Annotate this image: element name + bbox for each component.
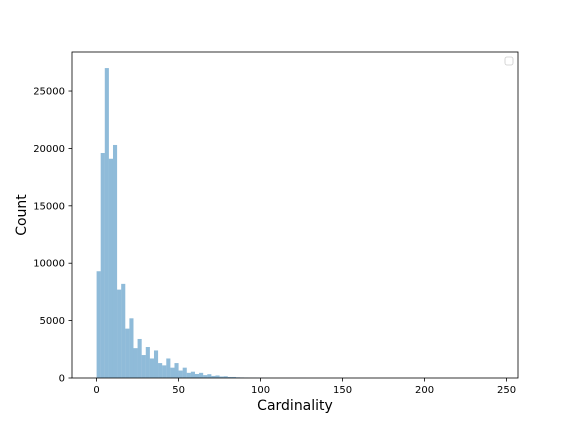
histogram-bar: [108, 158, 113, 378]
histogram-bar: [125, 328, 130, 378]
histogram-bar: [153, 350, 159, 378]
y-axis-ticks: 0 5000 10000 15000 20000 25000: [33, 87, 72, 385]
histogram-bar: [186, 372, 191, 378]
histogram-bar: [166, 358, 171, 378]
histogram-bars: [96, 68, 343, 378]
histogram-bar: [190, 371, 195, 378]
histogram-bar: [215, 375, 220, 378]
x-tick-label: 200: [415, 385, 434, 396]
histogram-bar: [137, 338, 142, 378]
y-tick-label: 5000: [40, 316, 65, 327]
x-tick-label: 0: [93, 385, 99, 396]
histogram-bar: [133, 348, 138, 378]
histogram-bar: [227, 376, 232, 378]
histogram-bar: [219, 376, 224, 378]
histogram-bar: [178, 370, 183, 378]
histogram-bar: [117, 289, 122, 378]
histogram-bar: [174, 363, 179, 378]
histogram-bar: [223, 376, 228, 378]
histogram-bar: [207, 374, 212, 378]
histogram-bar: [141, 355, 146, 378]
histogram-bar: [203, 375, 208, 378]
histogram-bar: [170, 367, 175, 378]
legend-box: [504, 56, 514, 66]
y-tick-label: 20000: [33, 144, 65, 155]
histogram-bar: [145, 347, 150, 378]
x-axis-ticks: 0 50 100 150 200 250: [93, 378, 516, 396]
histogram-bar: [182, 367, 187, 378]
histogram-bar: [211, 375, 216, 378]
histogram-bar: [231, 376, 236, 378]
histogram-bar: [104, 68, 109, 378]
histogram-bar: [121, 283, 126, 378]
y-tick-label: 25000: [33, 87, 65, 98]
histogram-bar: [129, 318, 134, 378]
x-axis-label: Cardinality: [257, 398, 333, 414]
y-axis-label: Count: [14, 194, 30, 236]
histogram-bar: [158, 363, 163, 378]
histogram-bar: [199, 372, 204, 378]
x-tick-label: 50: [172, 385, 185, 396]
histogram-bar: [96, 271, 101, 378]
x-tick-label: 100: [251, 385, 270, 396]
y-tick-label: 10000: [33, 259, 65, 270]
histogram-bar: [149, 358, 154, 378]
histogram-bar: [100, 153, 105, 378]
histogram-bar: [194, 373, 200, 378]
y-tick-label: 0: [59, 374, 65, 385]
histogram-bar: [112, 144, 118, 378]
y-tick-label: 15000: [33, 201, 65, 212]
histogram-bar: [162, 365, 167, 378]
plot-frame: [71, 51, 519, 379]
x-tick-label: 150: [333, 385, 352, 396]
x-tick-label: 250: [497, 385, 516, 396]
